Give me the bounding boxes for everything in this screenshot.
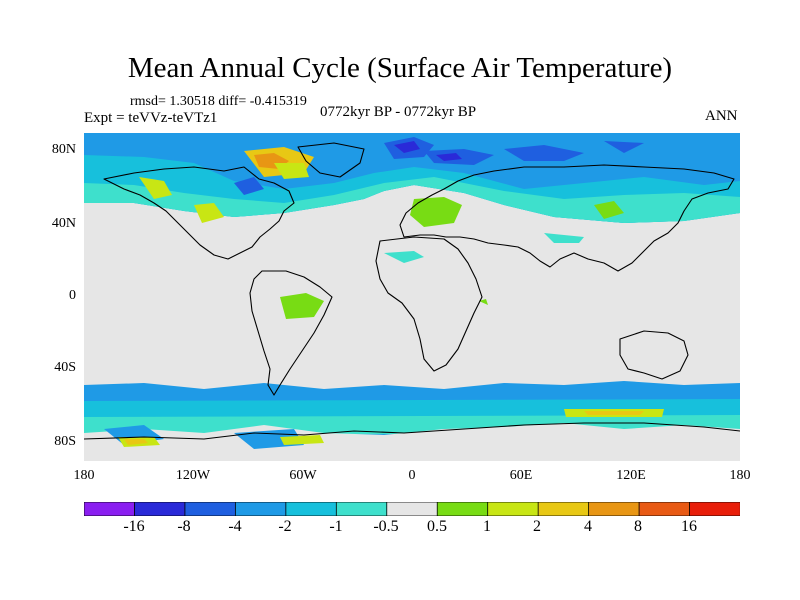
lon-tick: 0: [408, 468, 416, 483]
colorbar-label: -2: [278, 518, 292, 535]
lat-tick: 0: [69, 288, 76, 303]
colorbar-label: -0.5: [373, 518, 399, 535]
lon-tick: 120W: [175, 468, 211, 483]
australia-outline: [619, 330, 689, 380]
north-america-outline: [103, 166, 295, 260]
temperature-difference-map: [84, 133, 740, 461]
chart-title: Mean Annual Cycle (Surface Air Temperatu…: [127, 52, 673, 84]
colorbar-label: 1: [483, 518, 491, 535]
lon-tick: 180: [73, 468, 95, 483]
antarctica-outline: [84, 422, 740, 440]
colorbar-swatch: [436, 502, 489, 516]
south-america-outline: [249, 270, 333, 396]
lat-tick: 80N: [51, 142, 76, 157]
colorbar-swatch: [537, 502, 590, 516]
lat-tick: 80S: [54, 434, 76, 449]
colorbar-swatch: [386, 502, 438, 516]
warm-anomaly-patches: [139, 147, 624, 319]
colorbar-label: 16: [681, 518, 697, 535]
colorbar-swatch: [184, 502, 237, 516]
period-label: 0772kyr BP - 0772kyr BP: [320, 104, 477, 120]
season-label: ANN: [705, 108, 738, 124]
colorbar-swatch: [487, 502, 539, 516]
colorbar-label: -1: [329, 518, 343, 535]
colorbar-swatch: [638, 502, 691, 516]
tropical-cool-patches: [384, 199, 714, 263]
colorbar-label: -4: [228, 518, 242, 535]
coastlines: [84, 142, 740, 440]
colorbar-swatch: [689, 502, 740, 516]
antarctic-anomaly-band: [84, 381, 740, 461]
colorbar-swatch: [234, 502, 287, 516]
colorbar-swatch: [134, 502, 186, 516]
eurasia-outline: [399, 164, 735, 272]
colorbar-swatch: [84, 502, 136, 516]
greenland-outline: [297, 142, 365, 178]
lon-tick: 180: [729, 468, 751, 483]
colorbar-label: -8: [177, 518, 191, 535]
colorbar-swatch: [588, 502, 640, 516]
lat-tick: 40S: [54, 360, 76, 375]
colorbar: [84, 502, 740, 516]
colorbar-label: 4: [584, 518, 592, 535]
colorbar-label: 2: [533, 518, 541, 535]
colorbar-swatch: [285, 502, 338, 516]
lon-tick: 60W: [289, 468, 317, 483]
colorbar-swatch: [335, 502, 388, 516]
lat-tick: 40N: [51, 216, 76, 231]
lon-tick: 120E: [616, 468, 646, 483]
colorbar-label: 8: [634, 518, 642, 535]
experiment-label: Expt = teVVz-teVTz1: [84, 110, 218, 126]
colorbar-label: -16: [123, 518, 145, 535]
lon-tick: 60E: [509, 468, 533, 483]
stats-label: rmsd= 1.30518 diff= -0.415319: [130, 94, 307, 109]
africa-outline: [375, 236, 483, 372]
colorbar-label: 0.5: [427, 518, 447, 535]
